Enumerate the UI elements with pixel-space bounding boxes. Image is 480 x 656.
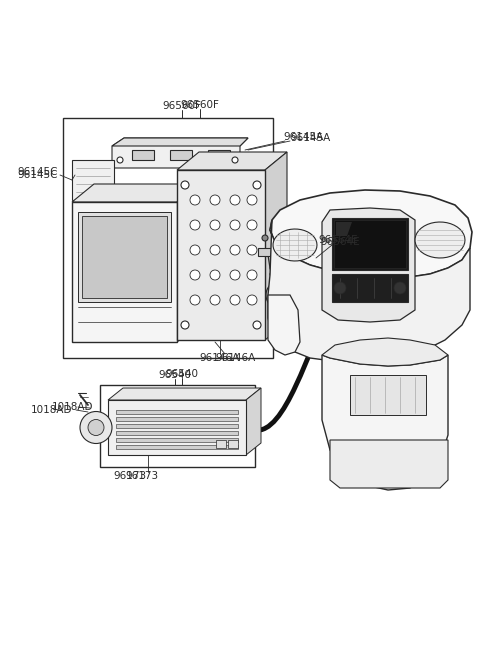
Circle shape: [190, 195, 200, 205]
Bar: [82, 216, 167, 298]
Bar: [228, 440, 238, 448]
Bar: [177, 170, 265, 340]
Polygon shape: [273, 229, 317, 261]
Text: 96564E: 96564E: [320, 237, 360, 247]
Text: 96173: 96173: [113, 471, 146, 481]
Text: 96145C: 96145C: [17, 167, 58, 177]
Circle shape: [181, 321, 189, 329]
Text: 1018AD: 1018AD: [31, 405, 73, 415]
Circle shape: [230, 270, 240, 280]
Bar: [116, 431, 238, 435]
Circle shape: [210, 195, 220, 205]
Bar: [116, 410, 238, 414]
Bar: [63, 118, 273, 358]
Circle shape: [230, 220, 240, 230]
Bar: [116, 424, 238, 428]
Circle shape: [394, 282, 406, 294]
Circle shape: [190, 295, 200, 305]
Bar: [132, 150, 154, 160]
Bar: [116, 445, 238, 449]
Circle shape: [80, 411, 112, 443]
Text: 96145A: 96145A: [290, 133, 330, 143]
Polygon shape: [336, 222, 352, 236]
Text: 96540: 96540: [166, 369, 199, 379]
Circle shape: [88, 419, 104, 436]
Circle shape: [247, 270, 257, 280]
Polygon shape: [72, 160, 114, 200]
Circle shape: [230, 195, 240, 205]
Text: 96145C: 96145C: [17, 170, 58, 180]
Circle shape: [190, 220, 200, 230]
Bar: [116, 417, 238, 421]
Polygon shape: [415, 222, 465, 258]
Text: 96560F: 96560F: [180, 100, 219, 110]
Bar: [332, 274, 408, 302]
Circle shape: [247, 195, 257, 205]
Polygon shape: [322, 208, 415, 322]
Text: 1018AD: 1018AD: [52, 402, 94, 412]
Circle shape: [253, 321, 261, 329]
Bar: [100, 385, 255, 467]
Polygon shape: [322, 355, 448, 490]
Text: 96146A: 96146A: [200, 353, 240, 363]
Circle shape: [210, 270, 220, 280]
Text: 96540: 96540: [158, 370, 192, 380]
Polygon shape: [112, 138, 248, 146]
Circle shape: [190, 245, 200, 255]
Polygon shape: [112, 138, 248, 168]
Text: 96173: 96173: [125, 471, 158, 481]
Bar: [72, 202, 177, 342]
Bar: [334, 220, 406, 268]
Circle shape: [117, 157, 123, 163]
Bar: [108, 400, 246, 455]
Circle shape: [210, 220, 220, 230]
Bar: [350, 375, 426, 415]
Circle shape: [247, 245, 257, 255]
Circle shape: [190, 270, 200, 280]
Circle shape: [253, 181, 261, 189]
Polygon shape: [330, 440, 448, 488]
Bar: [258, 248, 276, 256]
Polygon shape: [265, 152, 287, 340]
Circle shape: [247, 220, 257, 230]
Circle shape: [334, 282, 346, 294]
Circle shape: [210, 295, 220, 305]
Text: 96146A: 96146A: [215, 353, 255, 363]
Polygon shape: [268, 295, 300, 355]
Circle shape: [181, 181, 189, 189]
Polygon shape: [72, 184, 199, 202]
Polygon shape: [268, 220, 470, 362]
Bar: [208, 150, 230, 160]
Bar: [78, 212, 171, 302]
Bar: [332, 218, 408, 270]
Circle shape: [262, 235, 268, 241]
Text: 96560F: 96560F: [163, 101, 202, 111]
Circle shape: [232, 157, 238, 163]
Polygon shape: [177, 184, 199, 342]
Circle shape: [230, 295, 240, 305]
Polygon shape: [177, 152, 287, 170]
Text: 96564E: 96564E: [318, 235, 358, 245]
Text: 96145A: 96145A: [284, 132, 324, 142]
Bar: [116, 438, 238, 442]
Circle shape: [230, 245, 240, 255]
Bar: [216, 440, 226, 448]
Polygon shape: [322, 338, 448, 366]
Polygon shape: [246, 388, 261, 455]
Bar: [170, 150, 192, 160]
Polygon shape: [108, 388, 261, 400]
Circle shape: [210, 245, 220, 255]
Circle shape: [247, 295, 257, 305]
Polygon shape: [270, 190, 472, 278]
